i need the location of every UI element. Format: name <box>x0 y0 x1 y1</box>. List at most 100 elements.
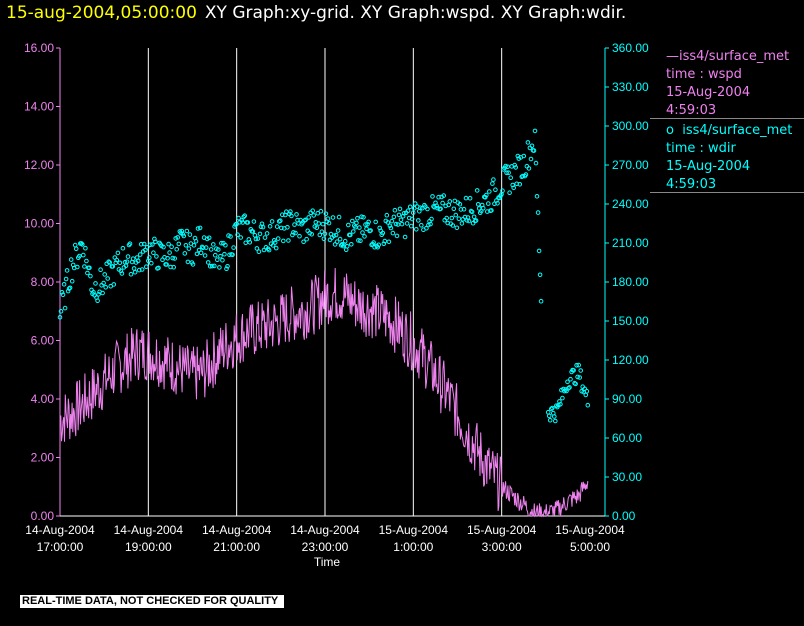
wdir-data-point <box>119 271 125 276</box>
wdir-data-point <box>247 240 253 245</box>
wdir-data-point <box>271 238 277 243</box>
wdir-data-point <box>280 212 285 217</box>
wdir-data-point <box>184 228 190 234</box>
wdir-data-point <box>571 368 576 373</box>
wdir-data-point <box>197 225 203 231</box>
legend-wdir-time: 4:59:03 <box>666 177 717 192</box>
wdir-data-point <box>459 221 465 226</box>
wdir-data-point <box>575 374 580 380</box>
wdir-data-point <box>392 207 398 213</box>
legend-divider <box>650 118 804 119</box>
wdir-data-point <box>462 214 468 220</box>
wdir-data-point <box>145 245 150 250</box>
wdir-data-point <box>219 240 224 246</box>
wdir-data-point <box>156 265 161 271</box>
wdir-data-point <box>181 233 187 239</box>
wdir-data-point <box>348 232 353 238</box>
wdir-data-point <box>125 254 131 259</box>
y-left-tick-label: 8.00 <box>31 275 55 289</box>
wdir-data-point <box>550 405 555 411</box>
y-right-tick-label: 360.00 <box>612 41 649 55</box>
wdir-data-point <box>513 165 519 170</box>
wdir-data-point <box>275 236 281 241</box>
wdir-data-point <box>64 268 70 273</box>
legend-divider <box>650 192 804 193</box>
wdir-data-point <box>495 201 500 206</box>
wdir-data-point <box>461 206 467 212</box>
wdir-data-point <box>331 233 337 238</box>
wdir-data-point <box>225 264 230 269</box>
y-left-tick-label: 2.00 <box>31 451 55 465</box>
y-right-tick-label: 0.00 <box>612 509 636 523</box>
x-tick-label: 14-Aug-2004 <box>114 523 184 537</box>
y-left-tick-label: 16.00 <box>24 41 54 55</box>
wdir-data-point <box>84 258 89 264</box>
wdir-data-point <box>447 199 453 204</box>
wdir-data-point <box>503 163 508 169</box>
wdir-data-point <box>72 242 78 248</box>
wdir-data-point <box>60 292 66 298</box>
wdir-data-point <box>240 220 245 225</box>
wdir-data-point <box>80 242 85 247</box>
wdir-data-point <box>150 242 155 247</box>
wdir-data-point <box>394 233 400 239</box>
wdir-data-point <box>272 240 278 245</box>
legend-wdir-series: o iss4/surface_met <box>666 123 793 138</box>
wdir-data-point <box>292 222 297 227</box>
wdir-data-point <box>252 233 258 238</box>
wdir-data-point <box>450 223 456 228</box>
wdir-data-point <box>153 239 158 245</box>
wdir-data-point <box>131 266 137 271</box>
x-tick-label: 19:00:00 <box>125 540 172 554</box>
wdir-data-point <box>371 240 376 245</box>
wdir-data-point <box>264 231 270 236</box>
header-graph-titles: XY Graph:xy-grid. XY Graph:wspd. XY Grap… <box>204 3 627 23</box>
wdir-data-point <box>105 276 110 281</box>
wdir-data-point <box>183 243 189 248</box>
wdir-data-point <box>412 201 418 206</box>
x-tick-label: 15-Aug-2004 <box>467 523 537 537</box>
wdir-data-point <box>120 245 126 251</box>
wdir-data-point <box>102 272 107 277</box>
wdir-data-point <box>404 221 410 226</box>
wdir-data-point <box>434 203 439 208</box>
wdir-data-point <box>475 202 481 207</box>
wdir-data-point <box>96 292 101 297</box>
y-left-tick-label: 10.00 <box>24 217 54 231</box>
x-tick-label: 15-Aug-2004 <box>555 523 625 537</box>
wdir-data-point <box>484 192 489 198</box>
header: 15-aug-2004,05:00:00 XY Graph:xy-grid. XY… <box>6 3 626 23</box>
wdir-data-point <box>310 208 316 213</box>
y-right-tick-label: 180.00 <box>612 275 649 289</box>
wdir-data-point <box>410 210 416 215</box>
x-tick-label: 15-Aug-2004 <box>379 523 449 537</box>
wdir-data-point <box>81 252 86 258</box>
wdir-data-point <box>83 245 88 251</box>
legend-wspd-name: iss4/surface_met <box>679 49 790 64</box>
wdir-data-point <box>315 210 321 216</box>
wdir-data-point <box>58 309 64 314</box>
wdir-data-point <box>82 264 87 269</box>
wdir-data-point <box>538 298 544 304</box>
wspd-series-line <box>59 267 589 518</box>
wdir-data-point <box>546 413 552 419</box>
axes <box>56 47 609 517</box>
x-tick-label: 14-Aug-2004 <box>202 523 272 537</box>
wdir-data-point <box>424 225 429 231</box>
wdir-data-point <box>486 201 491 206</box>
wdir-data-point <box>319 229 325 234</box>
wdir-data-point <box>228 234 233 239</box>
wdir-data-point <box>257 231 263 237</box>
wdir-data-point <box>220 257 225 263</box>
wdir-data-point <box>211 242 216 247</box>
wdir-data-point <box>294 212 299 217</box>
x-tick-label: 21:00:00 <box>213 540 260 554</box>
y-right-tick-label: 30.00 <box>612 470 642 484</box>
wdir-data-point <box>206 235 212 241</box>
wdir-data-point <box>95 298 100 304</box>
wdir-data-point <box>230 252 235 258</box>
wdir-data-point <box>176 241 182 247</box>
wdir-data-point <box>267 224 273 229</box>
wdir-data-point <box>333 232 339 238</box>
wdir-data-point <box>350 218 355 224</box>
